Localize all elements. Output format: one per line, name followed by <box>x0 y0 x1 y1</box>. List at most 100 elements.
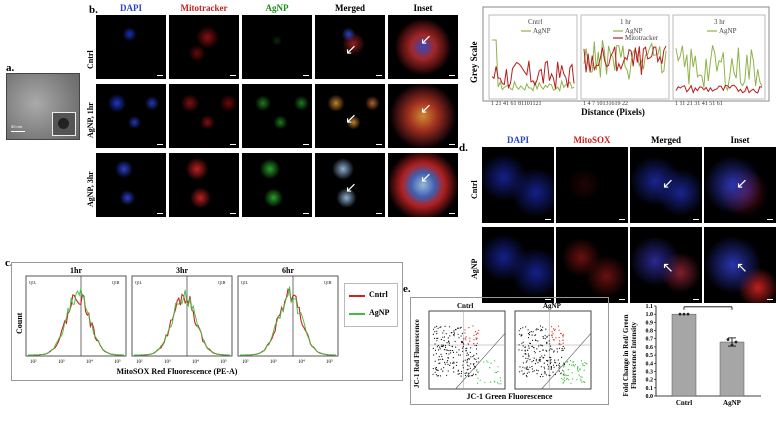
scale-bar <box>449 74 455 76</box>
scale-bar <box>376 143 382 145</box>
jc1-dot <box>544 368 546 370</box>
jc1-dot <box>522 362 524 364</box>
jc1-dot <box>477 357 479 359</box>
jc1-dot <box>559 340 561 342</box>
jc1-dot <box>550 360 552 362</box>
jc1-green-dot <box>489 381 492 383</box>
jc1-dot <box>435 374 438 376</box>
jc1-dot <box>470 347 472 349</box>
flow-tick-0-0: 10² <box>30 359 37 365</box>
flow-q1l-0: Q1L <box>29 280 37 285</box>
jc1-dot <box>526 367 528 369</box>
flow-title-1: 3hr <box>176 266 188 275</box>
tem-inset <box>52 112 76 136</box>
flow-tick-0-3: 10⁵ <box>114 359 121 365</box>
jc1-green-dot <box>582 363 584 365</box>
jc1-dot <box>544 334 546 336</box>
jc1-dot <box>443 336 446 338</box>
jc1-green-dot <box>483 361 485 363</box>
jc1-green-dot <box>580 380 582 382</box>
jc1-dot <box>444 325 446 327</box>
jc1-dot <box>554 359 556 361</box>
jc1-dot <box>452 350 454 352</box>
bar-cntrl <box>671 313 697 397</box>
bar-ytick-label-4: 0.4 <box>646 361 654 367</box>
jc1-green-dot <box>498 383 500 385</box>
jc1-dot <box>434 371 436 373</box>
bar-ytick-label-7: 0.7 <box>646 337 654 343</box>
jc1-dot <box>434 360 436 362</box>
jc1-dot <box>536 373 538 375</box>
jc1-dot <box>561 356 563 358</box>
jc1-dot <box>537 328 539 331</box>
jc1-dot <box>435 367 437 369</box>
legend-label-1: AgNP <box>369 308 390 317</box>
jc1-dot <box>527 337 530 339</box>
micrograph-b-r2-c0 <box>96 153 166 217</box>
jc1-green-dot <box>494 381 496 383</box>
jc1-dot <box>522 355 524 357</box>
flow-title-2: 6hr <box>282 266 294 275</box>
jc1-dot <box>439 326 441 328</box>
jc1-dot <box>475 330 477 333</box>
bar-point <box>678 312 682 316</box>
jc1-dot <box>434 326 436 328</box>
jc1-dot <box>558 362 560 364</box>
jc1-green-dot <box>496 382 499 384</box>
jc1-dot <box>557 359 559 361</box>
micrograph-b-r1-c3: ↙ <box>315 84 385 148</box>
jc1-dot <box>478 329 480 331</box>
jc1-dot <box>562 334 564 336</box>
micrograph-d-r1-c0 <box>482 227 554 303</box>
jc1-dot <box>539 360 541 362</box>
jc1-dot <box>554 328 556 330</box>
jc1-dot <box>462 364 464 366</box>
bar-ytick-label-9: 0.9 <box>646 320 654 326</box>
jc1-dot <box>442 336 444 338</box>
jc1-dot <box>452 362 454 364</box>
jc1-dot <box>540 330 542 332</box>
jc1-dot <box>463 343 465 345</box>
jc1-dot <box>529 342 531 344</box>
jc1-dot <box>473 363 475 365</box>
jc1-dot <box>453 361 455 363</box>
micrograph-d-r0-c2: ↙ <box>630 147 702 223</box>
jc1-dot <box>522 345 524 347</box>
jc1-dot <box>466 362 468 364</box>
jc1-dot <box>562 349 564 351</box>
jc1-dot <box>542 349 544 351</box>
scale-bar <box>303 143 309 145</box>
grey-curve <box>583 45 667 75</box>
jc1-dot <box>472 356 474 358</box>
jc1-dot <box>460 375 462 377</box>
jc1-dot <box>547 368 549 370</box>
jc1-dot <box>529 331 531 334</box>
jc1-dot <box>473 334 475 337</box>
jc1-dot <box>548 374 550 376</box>
jc1-dot <box>522 373 524 375</box>
jc1-dot <box>532 339 534 341</box>
jc1-green-dot <box>500 383 502 385</box>
jc1-dot <box>447 337 449 339</box>
panel-d-label: d. <box>459 142 468 154</box>
jc1-dot <box>448 326 451 328</box>
jc1-dot <box>539 375 541 378</box>
jc1-dot <box>469 340 471 342</box>
jc1-green-dot <box>477 377 479 379</box>
legend-swatch <box>349 313 365 315</box>
jc1-dot <box>553 339 555 341</box>
jc1-dot <box>552 328 555 330</box>
panel-d-row-label-1: AgNP <box>470 258 479 279</box>
jc1-dot <box>546 341 548 343</box>
flow-histograms: 1hr Q1L Q1R 10² 10³ 10⁴ 10⁵ 3hr Q1L Q1R 10² 10³ 10⁴ 1… <box>11 262 403 381</box>
flow-q1r-1: Q1R <box>218 280 226 285</box>
jc1-dot <box>468 375 470 378</box>
jc1-dot <box>553 351 555 353</box>
scale-bar <box>693 218 699 220</box>
jc1-dot <box>546 335 548 337</box>
jc1-green-dot <box>562 382 564 384</box>
jc1-dot <box>545 349 547 351</box>
arrow-icon: ↙ <box>345 180 357 196</box>
jc1-dot <box>531 345 533 348</box>
jc1-dot <box>550 357 552 359</box>
